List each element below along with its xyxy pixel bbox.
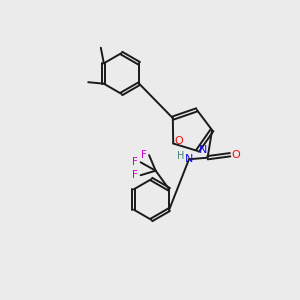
Text: F: F — [132, 169, 138, 180]
Text: O: O — [232, 150, 241, 160]
Text: N: N — [199, 145, 208, 155]
Text: H: H — [177, 151, 184, 160]
Text: O: O — [174, 136, 183, 146]
Text: F: F — [141, 149, 147, 160]
Text: N: N — [185, 154, 193, 164]
Text: F: F — [132, 157, 138, 167]
